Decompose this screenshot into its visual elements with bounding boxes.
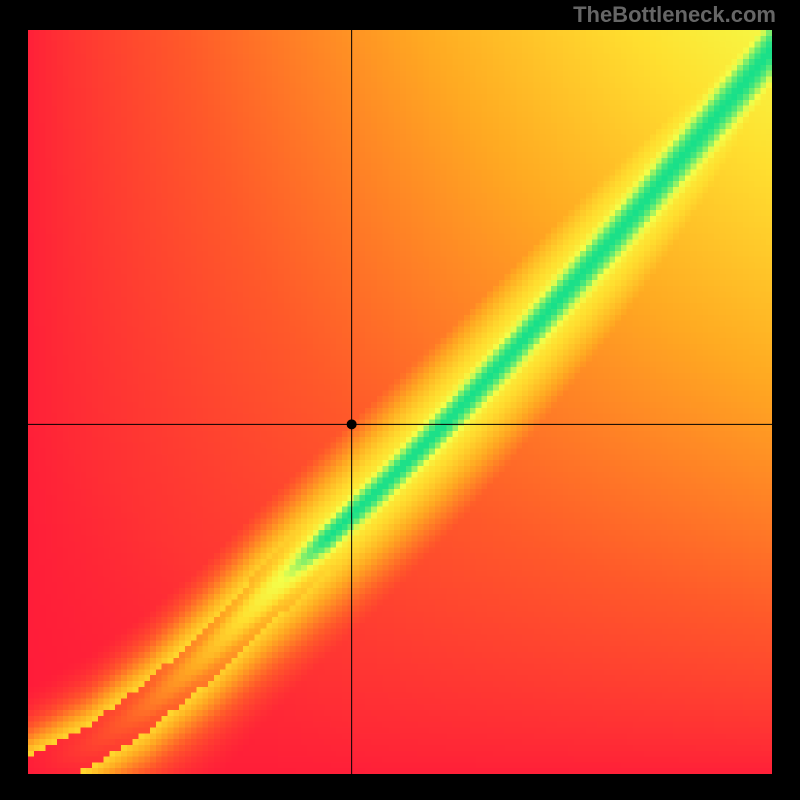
heatmap-canvas	[28, 30, 772, 774]
watermark-text: TheBottleneck.com	[573, 2, 776, 28]
heatmap-plot	[28, 30, 772, 774]
